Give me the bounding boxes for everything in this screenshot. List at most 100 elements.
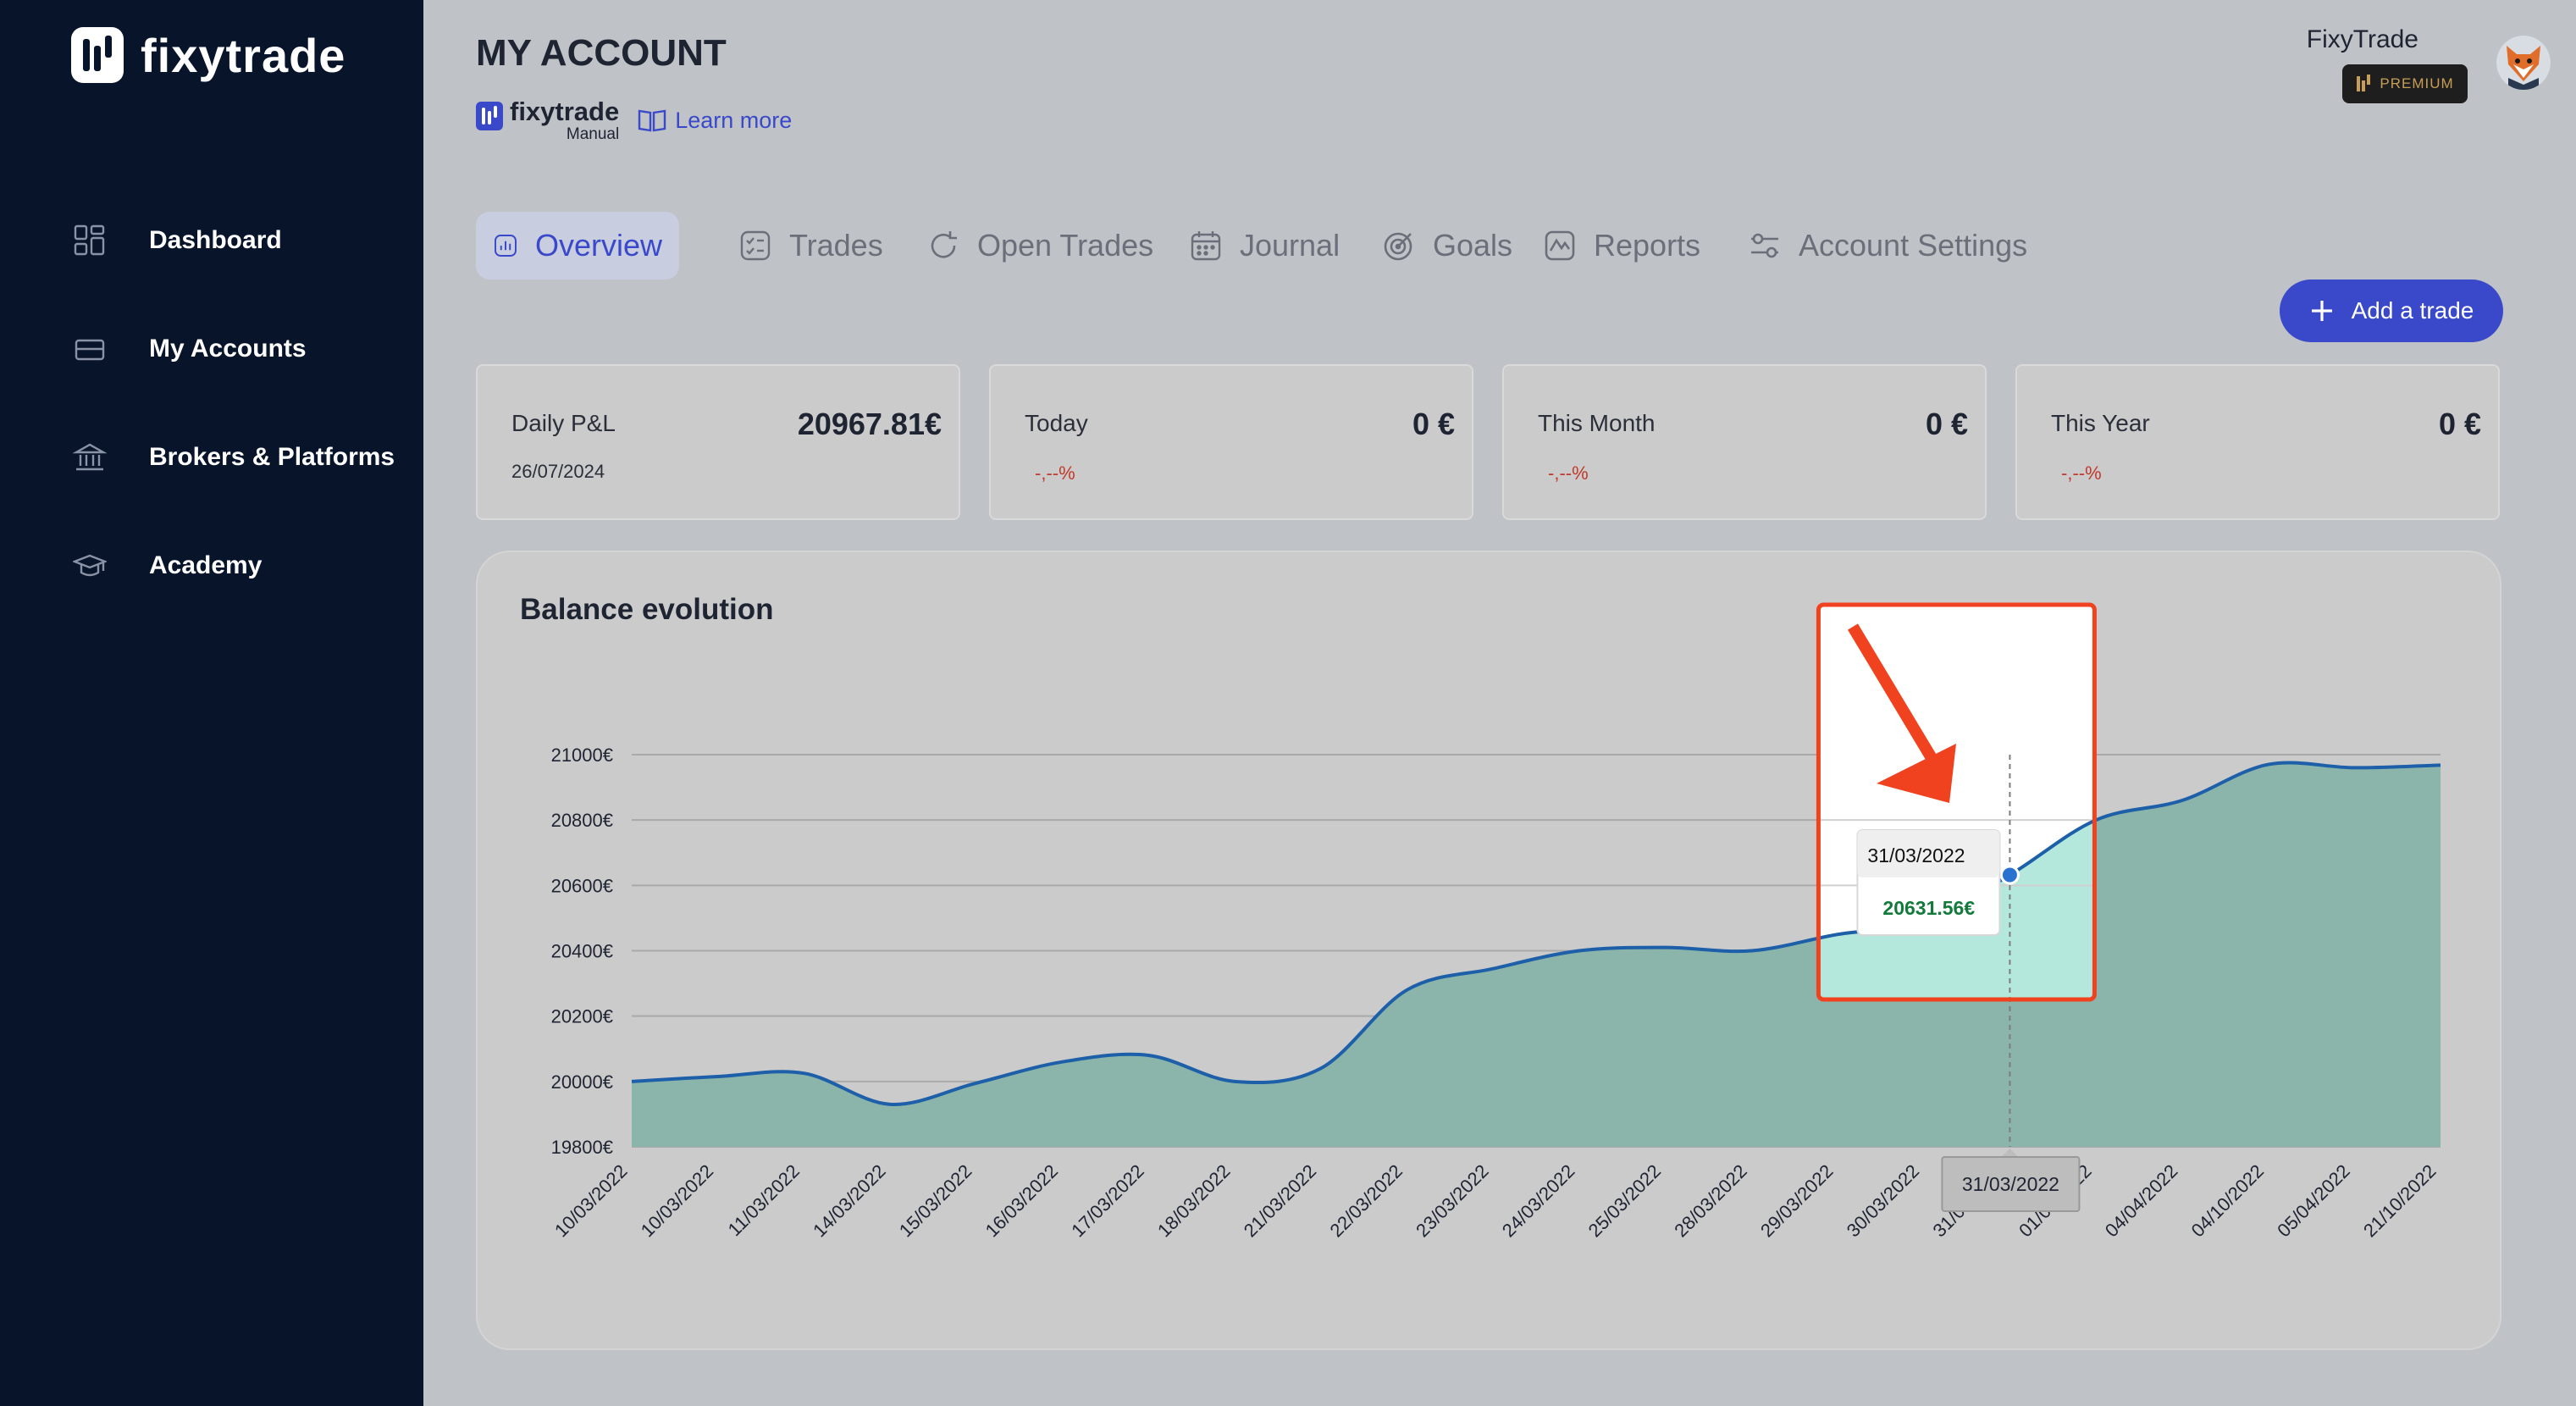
sidebar-item-label: My Accounts	[149, 335, 307, 363]
card-label: Daily P&L	[511, 410, 616, 436]
x-tick-label: 28/03/2022	[1670, 1160, 1751, 1242]
grid-icon	[74, 224, 105, 256]
tab-label: Journal	[1240, 228, 1341, 263]
x-tick-label: 18/03/2022	[1153, 1160, 1235, 1242]
tab-label: Open Trades	[977, 228, 1154, 263]
sidebar-item-label: Academy	[149, 551, 263, 579]
brand-type: Manual	[566, 125, 620, 143]
x-tick-label: 21/03/2022	[1240, 1160, 1321, 1242]
sidebar: fixytrade Dashboard My Accounts Brokers …	[0, 0, 423, 1406]
user-name[interactable]: FixyTrade	[2306, 25, 2418, 53]
card-value: 0 €	[1412, 407, 1455, 441]
tooltip-value: 20631.56€	[1882, 897, 1975, 919]
fixytrade-mini-icon	[476, 102, 503, 130]
crosshair-label-text: 31/03/2022	[1962, 1173, 2059, 1195]
x-tick-label: 15/03/2022	[895, 1160, 976, 1242]
sidebar-item-dashboard[interactable]: Dashboard	[73, 224, 282, 257]
x-tick-label: 30/03/2022	[1843, 1160, 1924, 1242]
card-value: 0 €	[1925, 407, 1968, 441]
stat-card-today: Today 0 € -,--%	[989, 364, 1473, 520]
annotation-arrow-shaft	[1847, 623, 1945, 774]
avatar[interactable]	[2496, 36, 2551, 90]
fox-avatar-icon	[2496, 36, 2551, 90]
report-icon	[1545, 230, 1575, 261]
add-trade-label: Add a trade	[2351, 297, 2474, 324]
x-tick-label: 29/03/2022	[1756, 1160, 1838, 1242]
card-percent: -,--%	[2061, 462, 2102, 484]
y-tick-label: 20200€	[551, 1006, 613, 1027]
chart-icon	[495, 235, 517, 257]
checklist-icon	[740, 230, 771, 261]
x-tick-label: 16/03/2022	[981, 1160, 1063, 1242]
plus-icon	[2311, 301, 2332, 321]
highlight-box	[1816, 602, 2097, 1002]
y-tick-label: 21000€	[551, 745, 613, 766]
x-tick-label: 22/03/2022	[1325, 1160, 1407, 1242]
crosshair-label-pointer	[2001, 1149, 2019, 1157]
y-tick-label: 20400€	[551, 941, 613, 962]
book-icon	[638, 109, 666, 132]
y-tick-label: 20800€	[551, 810, 613, 831]
card-label: This Month	[1538, 410, 1656, 436]
bank-icon	[73, 443, 107, 471]
x-tick-label: 21/10/2022	[2359, 1160, 2441, 1242]
x-tick-label: 11/03/2022	[724, 1160, 804, 1240]
sidebar-item-brokers[interactable]: Brokers & Platforms	[73, 440, 395, 474]
learn-more-label: Learn more	[675, 107, 793, 133]
crosshair-label-box	[1941, 1156, 2081, 1212]
y-tick-label: 20600€	[551, 875, 613, 896]
tab-journal[interactable]: Journal	[1189, 212, 1340, 280]
annotation-arrow-head	[1877, 744, 1956, 803]
tab-label: Reports	[1594, 228, 1701, 263]
chart-title: Balance evolution	[520, 593, 774, 626]
tab-trades[interactable]: Trades	[738, 212, 883, 280]
balance-line	[631, 761, 2441, 1106]
tab-label: Goals	[1433, 228, 1513, 263]
fixytrade-logo-icon	[71, 27, 124, 83]
card-percent: -,--%	[1035, 462, 1075, 484]
x-tick-label: 14/03/2022	[809, 1160, 890, 1242]
tab-account-settings[interactable]: Account Settings	[1748, 212, 2027, 280]
tab-reports[interactable]: Reports	[1543, 212, 1700, 280]
x-tick-label: 24/03/2022	[1498, 1160, 1579, 1242]
add-trade-button[interactable]: Add a trade	[2280, 280, 2503, 342]
x-tick-label: 23/03/2022	[1412, 1160, 1493, 1242]
learn-more-link[interactable]: Learn more	[638, 108, 792, 134]
card-label: This Year	[2051, 410, 2150, 436]
stat-card-this-month: This Month 0 € -,--%	[1502, 364, 1987, 520]
app-name: fixytrade	[141, 28, 346, 82]
sidebar-item-academy[interactable]: Academy	[73, 549, 262, 583]
balance-area	[632, 762, 2441, 1147]
tab-open-trades[interactable]: Open Trades	[926, 212, 1153, 280]
card-value: 20967.81€	[797, 407, 942, 441]
x-tick-label: 04/10/2022	[2187, 1160, 2269, 1242]
stat-card-daily-pnl: Daily P&L 20967.81€ 26/07/2024	[476, 364, 960, 520]
x-tick-label: 25/03/2022	[1584, 1160, 1666, 1242]
card-percent: -,--%	[1548, 462, 1589, 484]
y-tick-label: 19800€	[551, 1137, 613, 1158]
tooltip-header	[1857, 830, 2000, 877]
sidebar-item-my-accounts[interactable]: My Accounts	[73, 332, 307, 366]
tab-goals[interactable]: Goals	[1382, 212, 1512, 280]
calendar-icon	[1191, 231, 1221, 261]
sidebar-item-label: Brokers & Platforms	[149, 443, 395, 471]
card-date: 26/07/2024	[511, 461, 605, 482]
manual-account-logo: fixytrade Manual	[476, 98, 619, 142]
tab-overview[interactable]: Overview	[476, 212, 679, 280]
x-tick-label: 10/03/2022	[550, 1160, 632, 1242]
tab-label: Trades	[789, 228, 883, 263]
x-tick-label: 05/04/2022	[2273, 1160, 2354, 1242]
x-tick-label: 10/03/2022	[637, 1160, 718, 1242]
graduation-cap-icon	[73, 554, 107, 577]
refresh-icon	[931, 231, 957, 258]
app-logo[interactable]: fixytrade	[71, 27, 345, 83]
tab-label: Account Settings	[1799, 228, 2028, 263]
page-title: MY ACCOUNT	[476, 32, 727, 74]
x-tick-label: 17/03/2022	[1067, 1160, 1148, 1242]
tooltip-date: 31/03/2022	[1867, 844, 1965, 866]
account-brand-row: fixytrade Manual Learn more	[476, 98, 792, 142]
premium-badge: PREMIUM	[2342, 64, 2468, 103]
sliders-icon	[1751, 233, 1778, 258]
brand-name: fixytrade	[510, 97, 620, 126]
